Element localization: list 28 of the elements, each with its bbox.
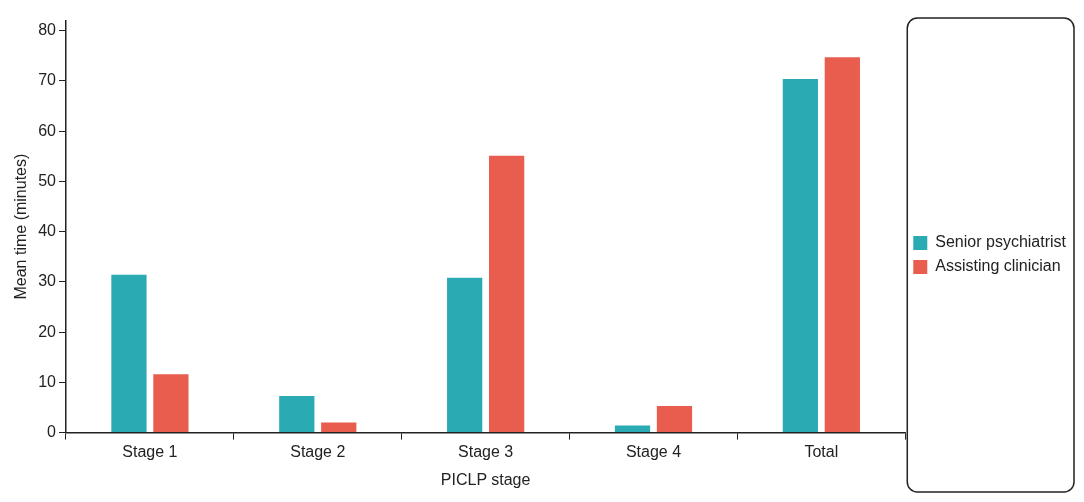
x-axis-title: PICLP stage (440, 470, 531, 488)
y-tick-label: 20 (38, 322, 57, 340)
y-tick-label: 60 (38, 121, 57, 139)
x-tick-label: Stage 3 (458, 442, 514, 460)
y-tick-label: 50 (38, 171, 57, 189)
y-tick-label: 80 (38, 21, 57, 39)
bar (321, 422, 357, 433)
y-axis-title: Mean time (minutes) (12, 153, 30, 300)
bar (782, 78, 818, 433)
bar (656, 405, 693, 433)
x-tick-label: Total (804, 442, 839, 460)
y-tick-label: 70 (38, 71, 57, 89)
y-tick-label: 40 (38, 222, 57, 240)
bar (279, 395, 315, 433)
y-tick-label: 30 (38, 272, 57, 290)
x-tick-label: Stage 2 (290, 442, 346, 460)
y-tick-label: 0 (47, 423, 57, 441)
x-tick-label: Stage 4 (625, 442, 682, 460)
bar (153, 374, 189, 433)
bar (614, 425, 651, 433)
bar (824, 57, 860, 433)
legend-label: Assisting clinician (935, 257, 1061, 275)
bar (489, 155, 525, 433)
bar (447, 277, 483, 433)
y-tick-label: 10 (38, 372, 57, 390)
bar (111, 274, 147, 433)
x-tick-label: Stage 1 (122, 442, 178, 460)
legend-label: Senior psychiatrist (935, 233, 1067, 251)
